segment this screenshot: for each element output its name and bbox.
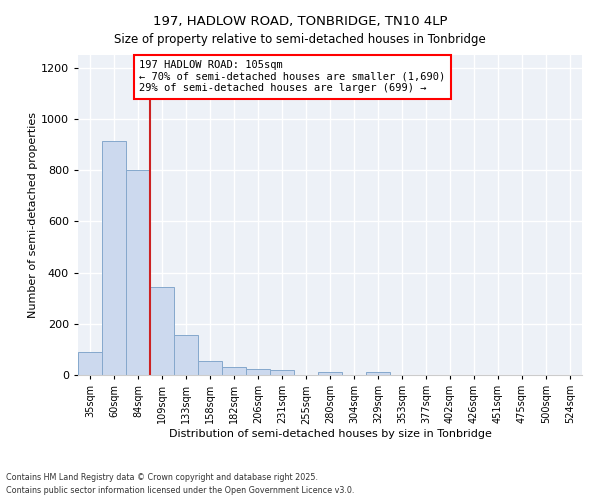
Text: 197 HADLOW ROAD: 105sqm
← 70% of semi-detached houses are smaller (1,690)
29% of: 197 HADLOW ROAD: 105sqm ← 70% of semi-de… bbox=[139, 60, 445, 94]
X-axis label: Distribution of semi-detached houses by size in Tonbridge: Distribution of semi-detached houses by … bbox=[169, 429, 491, 439]
Bar bbox=[318, 372, 342, 375]
Bar bbox=[174, 336, 198, 375]
Y-axis label: Number of semi-detached properties: Number of semi-detached properties bbox=[28, 112, 38, 318]
Bar bbox=[198, 361, 222, 375]
Text: Size of property relative to semi-detached houses in Tonbridge: Size of property relative to semi-detach… bbox=[114, 32, 486, 46]
Bar bbox=[246, 368, 270, 375]
Bar bbox=[270, 370, 294, 375]
Bar bbox=[102, 141, 126, 375]
Text: Contains HM Land Registry data © Crown copyright and database right 2025.
Contai: Contains HM Land Registry data © Crown c… bbox=[6, 474, 355, 495]
Bar bbox=[150, 286, 174, 375]
Bar bbox=[78, 352, 102, 375]
Text: 197, HADLOW ROAD, TONBRIDGE, TN10 4LP: 197, HADLOW ROAD, TONBRIDGE, TN10 4LP bbox=[153, 15, 447, 28]
Bar bbox=[366, 372, 390, 375]
Bar bbox=[126, 170, 150, 375]
Bar bbox=[222, 368, 246, 375]
